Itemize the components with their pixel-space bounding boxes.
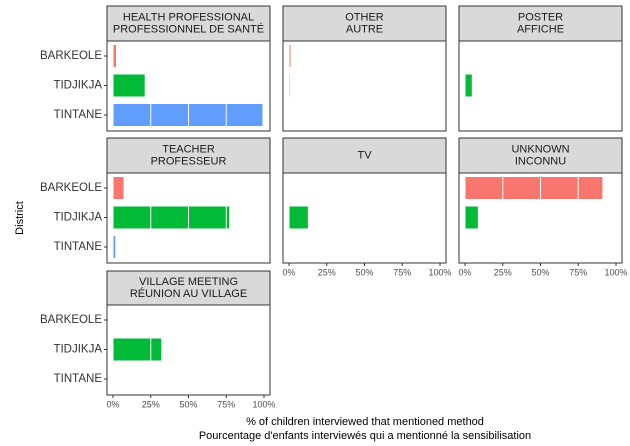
strip (282, 5, 447, 42)
strip (106, 5, 271, 42)
facet-title: UNKNOWN (511, 143, 569, 155)
x-tick-label: 50% (531, 267, 549, 277)
x-tick-label: 50% (179, 399, 197, 409)
bar (465, 177, 603, 199)
bar (113, 45, 117, 67)
strip (282, 137, 447, 174)
facet-title: PROFESSEUR (151, 155, 227, 167)
facet-title: PROFESSIONNEL DE SANTÉ (113, 22, 264, 35)
facet-title: POSTER (518, 11, 563, 23)
y-axis-title: District (14, 201, 26, 235)
y-tick-label: BARKEOLE (40, 314, 102, 326)
x-tick-label: 25% (494, 267, 512, 277)
x-tick-label: 0% (458, 267, 471, 277)
panel-border (282, 40, 447, 132)
facet-title: TV (357, 149, 372, 161)
x-tick-label: 100% (252, 399, 275, 409)
bar (289, 45, 291, 67)
x-tick-label: 50% (355, 267, 373, 277)
bar (465, 206, 478, 229)
y-tick-label: TIDJIKJA (53, 80, 102, 92)
strip (458, 5, 623, 42)
strip (106, 270, 271, 306)
x-tick-label: 0% (282, 267, 295, 277)
x-axis-title: % of children interviewed that mentioned… (246, 416, 484, 428)
facet-title: RÉUNION AU VILLAGE (130, 287, 247, 300)
x-tick-label: 100% (428, 267, 451, 277)
panel-border (458, 40, 623, 132)
facet-title: OTHER (345, 11, 384, 23)
y-tick-label: TINTANE (54, 373, 103, 385)
bar (465, 74, 472, 97)
y-tick-label: TINTANE (54, 241, 103, 253)
x-tick-label: 25% (142, 399, 160, 409)
y-tick-label: TIDJIKJA (53, 344, 102, 356)
facet-title: HEALTH PROFESSIONAL (123, 11, 254, 23)
bar (113, 236, 116, 258)
x-axis-title: Pourcentage d'enfants interviewés qui a … (199, 430, 531, 442)
bar (289, 206, 308, 229)
facet-title: AFFICHE (517, 23, 564, 35)
x-tick-label: 0% (106, 399, 119, 409)
y-tick-label: TIDJIKJA (53, 212, 102, 224)
strip (106, 137, 271, 174)
y-tick-label: BARKEOLE (40, 182, 102, 194)
facet-title: VILLAGE MEETING (139, 276, 238, 288)
bar (113, 74, 145, 97)
x-tick-label: 75% (393, 267, 411, 277)
y-tick-label: TINTANE (54, 109, 103, 121)
x-tick-label: 75% (569, 267, 587, 277)
bar (113, 104, 263, 126)
facet-title: INCONNU (515, 155, 566, 167)
x-tick-label: 100% (604, 267, 627, 277)
y-tick-label: BARKEOLE (40, 50, 102, 62)
bar (113, 206, 230, 229)
x-tick-label: 75% (217, 399, 235, 409)
strip (458, 137, 623, 174)
x-tick-label: 25% (318, 267, 336, 277)
bar (113, 338, 162, 361)
facet-title: AUTRE (346, 23, 383, 35)
bar (113, 177, 124, 199)
facet-title: TEACHER (162, 143, 215, 155)
